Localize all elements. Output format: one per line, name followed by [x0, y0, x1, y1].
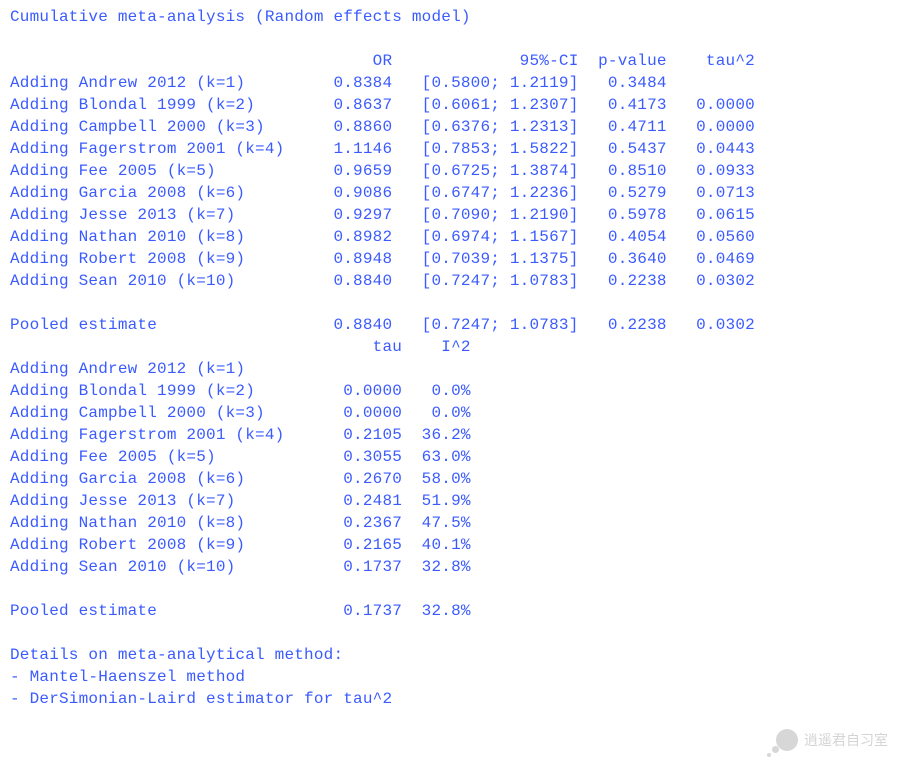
console-line: Adding Fee 2005 (k=5) 0.3055 63.0% [10, 446, 906, 468]
watermark: 逍遥君自习室 [776, 729, 888, 751]
console-line: - DerSimonian-Laird estimator for tau^2 [10, 688, 906, 710]
console-line: Adding Campbell 2000 (k=3) 0.8860 [0.637… [10, 116, 906, 138]
console-line [10, 578, 906, 600]
console-line: Adding Andrew 2012 (k=1) [10, 358, 906, 380]
console-line: Adding Jesse 2013 (k=7) 0.9297 [0.7090; … [10, 204, 906, 226]
console-line [10, 622, 906, 644]
console-line: Cumulative meta-analysis (Random effects… [10, 6, 906, 28]
console-line: Adding Nathan 2010 (k=8) 0.2367 47.5% [10, 512, 906, 534]
console-line: Adding Sean 2010 (k=10) 0.1737 32.8% [10, 556, 906, 578]
console-line [10, 28, 906, 50]
console-line: Adding Robert 2008 (k=9) 0.2165 40.1% [10, 534, 906, 556]
console-line: Adding Nathan 2010 (k=8) 0.8982 [0.6974;… [10, 226, 906, 248]
console-line: Pooled estimate 0.8840 [0.7247; 1.0783] … [10, 314, 906, 336]
console-line: Adding Fagerstrom 2001 (k=4) 0.2105 36.2… [10, 424, 906, 446]
console-line: tau I^2 [10, 336, 906, 358]
console-line [10, 292, 906, 314]
console-line: Pooled estimate 0.1737 32.8% [10, 600, 906, 622]
console-line: Adding Fee 2005 (k=5) 0.9659 [0.6725; 1.… [10, 160, 906, 182]
console-line: Adding Fagerstrom 2001 (k=4) 1.1146 [0.7… [10, 138, 906, 160]
console-line: Adding Sean 2010 (k=10) 0.8840 [0.7247; … [10, 270, 906, 292]
console-line: Adding Blondal 1999 (k=2) 0.8637 [0.6061… [10, 94, 906, 116]
console-line: - Mantel-Haenszel method [10, 666, 906, 688]
console-line: Adding Garcia 2008 (k=6) 0.9086 [0.6747;… [10, 182, 906, 204]
console-output: Cumulative meta-analysis (Random effects… [0, 0, 916, 716]
console-line: Adding Garcia 2008 (k=6) 0.2670 58.0% [10, 468, 906, 490]
watermark-text: 逍遥君自习室 [804, 730, 888, 750]
console-line: Adding Robert 2008 (k=9) 0.8948 [0.7039;… [10, 248, 906, 270]
wechat-icon [776, 729, 798, 751]
console-line: Adding Campbell 2000 (k=3) 0.0000 0.0% [10, 402, 906, 424]
console-line: Adding Jesse 2013 (k=7) 0.2481 51.9% [10, 490, 906, 512]
console-line: OR 95%-CI p-value tau^2 [10, 50, 906, 72]
console-line: Details on meta-analytical method: [10, 644, 906, 666]
console-line: Adding Blondal 1999 (k=2) 0.0000 0.0% [10, 380, 906, 402]
console-line: Adding Andrew 2012 (k=1) 0.8384 [0.5800;… [10, 72, 906, 94]
